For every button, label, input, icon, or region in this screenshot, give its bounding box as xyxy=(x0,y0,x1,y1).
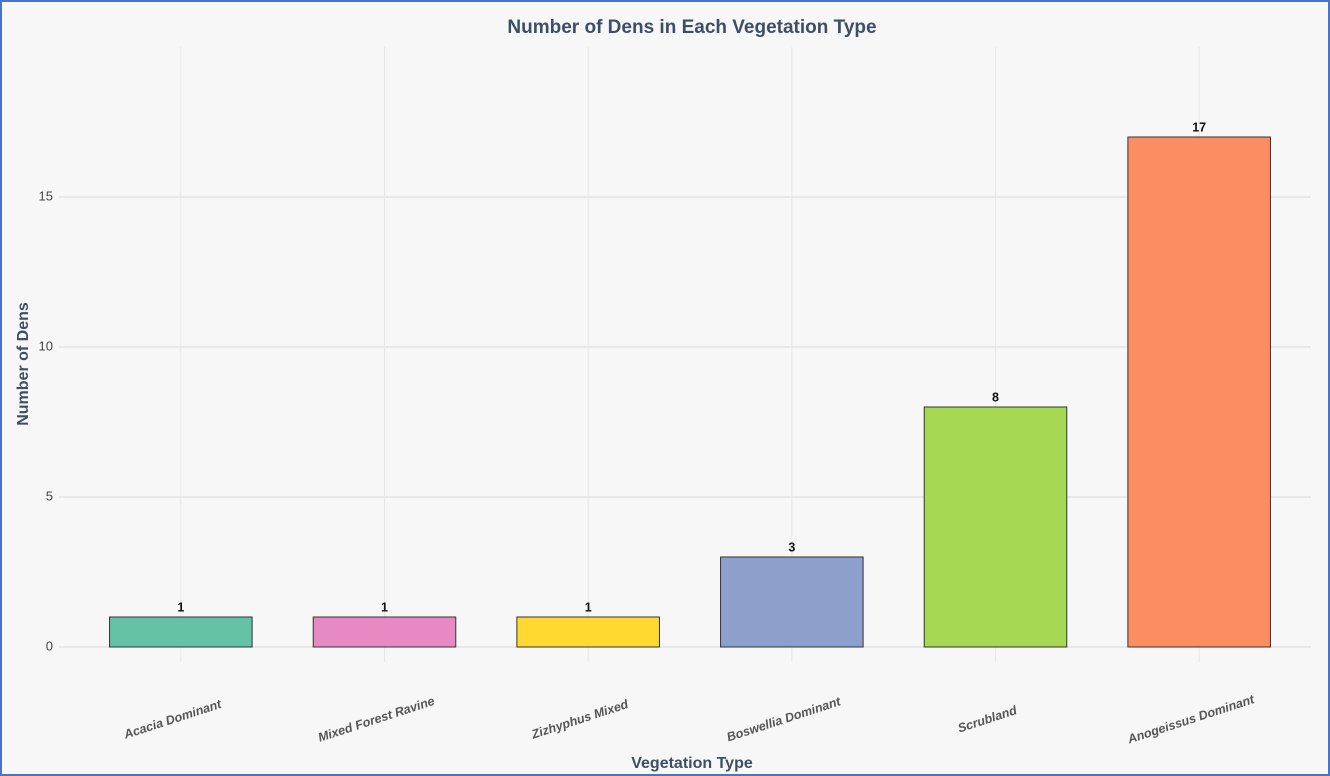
value-label: 3 xyxy=(788,540,795,554)
bar xyxy=(109,616,253,648)
bar xyxy=(923,406,1068,648)
y-tick-label: 0 xyxy=(46,638,53,653)
y-tick-label: 5 xyxy=(46,488,53,503)
x-tick-label: Mixed Forest Ravine xyxy=(316,694,436,745)
x-tick-label: Boswellia Dominant xyxy=(725,694,843,744)
x-tick-label: Acacia Dominant xyxy=(121,697,224,742)
value-label: 1 xyxy=(177,600,184,614)
bar xyxy=(720,556,864,648)
x-tick-label: Scrubland xyxy=(956,703,1019,735)
value-label: 1 xyxy=(585,600,592,614)
x-tick-label: Zizhyphus Mixed xyxy=(529,697,630,742)
bar xyxy=(1127,136,1271,648)
y-tick-label: 10 xyxy=(39,338,53,353)
bar xyxy=(312,616,457,648)
y-axis-title: Number of Dens xyxy=(15,302,32,426)
value-label: 1 xyxy=(381,600,388,614)
x-tick-label: Anogeissus Dominant xyxy=(1125,692,1257,747)
y-tick-label: 15 xyxy=(39,188,53,203)
value-label: 17 xyxy=(1192,120,1206,134)
bar xyxy=(516,616,660,648)
x-axis-title: Vegetation Type xyxy=(631,755,753,772)
chart-title: Number of Dens in Each Vegetation Type xyxy=(507,17,876,38)
value-label: 8 xyxy=(992,390,999,404)
